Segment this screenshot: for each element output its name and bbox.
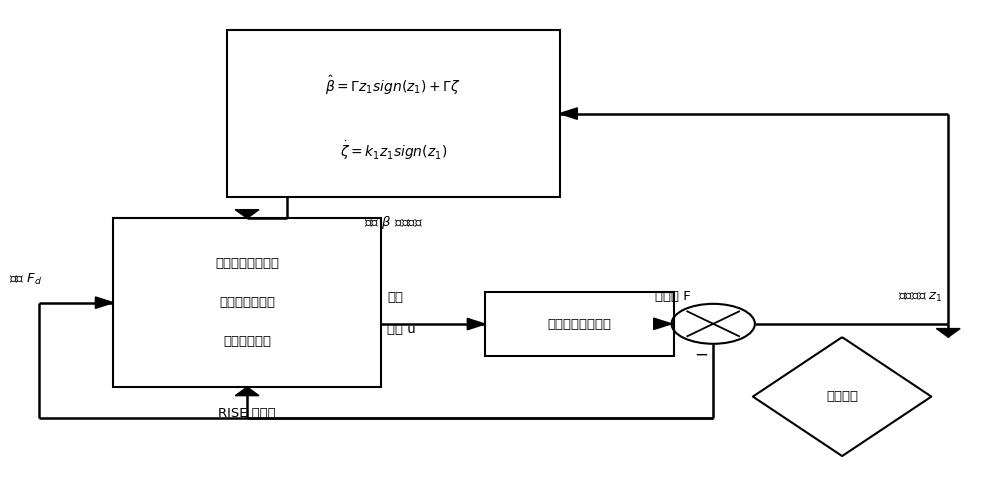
- Text: −: −: [694, 346, 708, 364]
- Text: 控制: 控制: [387, 291, 403, 304]
- Polygon shape: [95, 297, 113, 308]
- Polygon shape: [936, 329, 960, 337]
- Text: 跟踪误差 $z_1$: 跟踪误差 $z_1$: [898, 291, 943, 304]
- Text: 输入 u: 输入 u: [387, 323, 416, 336]
- Text: $\hat{\beta} = \Gamma z_1 sign(z_1) + \Gamma \zeta$: $\hat{\beta} = \Gamma z_1 sign(z_1) + \G…: [325, 74, 461, 97]
- Polygon shape: [235, 387, 259, 395]
- Text: 电液力矩伺服系统: 电液力矩伺服系统: [547, 318, 611, 331]
- Text: $\dot{\zeta} = k_1 z_1 sign(z_1)$: $\dot{\zeta} = k_1 z_1 sign(z_1)$: [340, 139, 447, 162]
- Text: 基于模型的补偿项: 基于模型的补偿项: [215, 257, 279, 270]
- Polygon shape: [654, 318, 672, 330]
- Bar: [113, 218, 381, 387]
- Text: 线性鲁棒反馈项: 线性鲁棒反馈项: [219, 296, 275, 309]
- Polygon shape: [560, 108, 577, 119]
- Bar: [227, 30, 560, 197]
- Text: RISE 控制器: RISE 控制器: [218, 407, 276, 420]
- Bar: [485, 292, 674, 356]
- Text: 力指令 F: 力指令 F: [655, 289, 690, 302]
- Text: 增益 $\beta$ 自调节律: 增益 $\beta$ 自调节律: [364, 214, 423, 231]
- Polygon shape: [235, 210, 259, 218]
- Text: 期望 $F_d$: 期望 $F_d$: [9, 272, 42, 287]
- Polygon shape: [467, 318, 485, 330]
- Text: 性能描述: 性能描述: [826, 390, 858, 403]
- Text: 非线性鲁棒项: 非线性鲁棒项: [223, 335, 271, 348]
